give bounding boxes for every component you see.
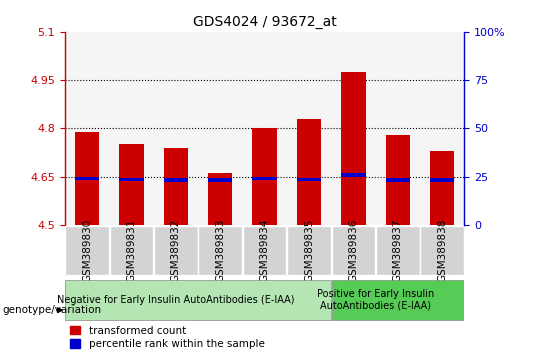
Bar — [164, 178, 188, 182]
Text: GSM389833: GSM389833 — [215, 219, 225, 282]
Text: GSM389836: GSM389836 — [348, 219, 359, 282]
Text: genotype/variation: genotype/variation — [3, 305, 102, 315]
Bar — [208, 178, 232, 182]
Bar — [430, 151, 454, 225]
Bar — [208, 173, 232, 225]
Bar — [198, 226, 242, 275]
Bar — [421, 226, 464, 275]
Bar — [297, 119, 321, 225]
Text: GSM389837: GSM389837 — [393, 219, 403, 282]
Text: GSM389835: GSM389835 — [304, 219, 314, 282]
Bar — [287, 226, 331, 275]
Bar — [65, 280, 331, 320]
Bar — [119, 144, 144, 225]
Text: Positive for Early Insulin
AutoAntibodies (E-IAA): Positive for Early Insulin AutoAntibodie… — [317, 289, 434, 311]
Bar — [297, 177, 321, 181]
Bar — [243, 226, 286, 275]
Title: GDS4024 / 93672_at: GDS4024 / 93672_at — [193, 16, 336, 29]
Legend: transformed count, percentile rank within the sample: transformed count, percentile rank withi… — [70, 326, 265, 349]
Text: GSM389831: GSM389831 — [126, 219, 137, 282]
Bar — [341, 72, 366, 225]
Text: GSM389834: GSM389834 — [260, 219, 269, 282]
Bar — [154, 226, 198, 275]
Bar — [75, 132, 99, 225]
Bar — [164, 148, 188, 225]
Text: Negative for Early Insulin AutoAntibodies (E-IAA): Negative for Early Insulin AutoAntibodie… — [57, 295, 294, 305]
Text: GSM389830: GSM389830 — [82, 219, 92, 282]
Text: GSM389838: GSM389838 — [437, 219, 447, 282]
Bar — [252, 128, 277, 225]
Bar — [252, 177, 277, 181]
Bar — [386, 135, 410, 225]
Bar — [332, 226, 375, 275]
Bar — [119, 177, 144, 181]
Bar — [376, 226, 420, 275]
Bar — [332, 280, 464, 320]
Bar — [341, 173, 366, 177]
Bar — [65, 226, 109, 275]
Bar — [75, 177, 99, 181]
Bar — [430, 178, 454, 182]
Bar — [386, 178, 410, 182]
Bar — [110, 226, 153, 275]
Text: GSM389832: GSM389832 — [171, 219, 181, 282]
